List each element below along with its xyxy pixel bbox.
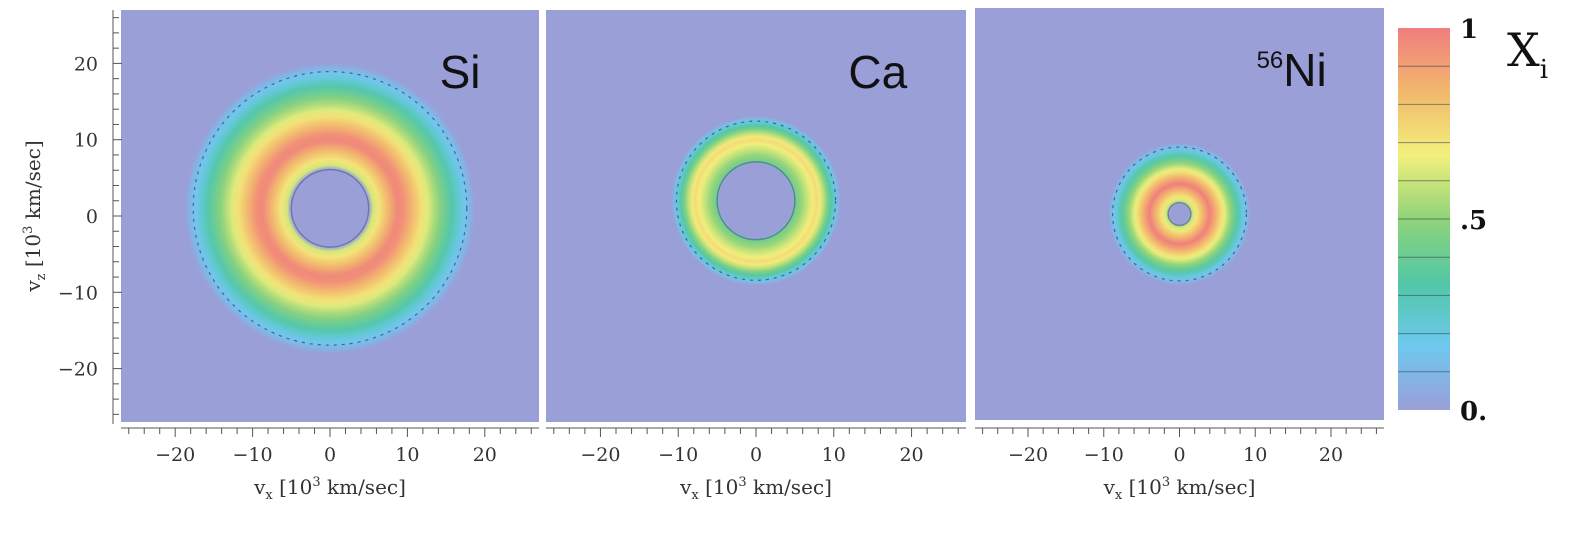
x-tick-label: −10	[1084, 444, 1124, 466]
x-axes: −20 −10 0 10 20 vx [103 km/sec] −20 −10 0 10 20 vx …	[121, 427, 1384, 503]
x-tick-label: 0	[324, 444, 336, 466]
x-tick-label: −10	[233, 444, 273, 466]
x-tick-label: 20	[899, 444, 923, 466]
y-tick-label: −20	[58, 359, 98, 381]
species-label: 56Ni	[1257, 44, 1327, 96]
x-tick-label: −20	[155, 444, 195, 466]
panels: Si Ca 56Ni	[121, 8, 1384, 422]
x-axis-label: vx [103 km/sec]	[253, 475, 406, 503]
species-label: Si	[440, 46, 481, 98]
y-tick-label: 20	[74, 53, 98, 75]
x-tick-label: −10	[658, 444, 698, 466]
x-tick-label: 20	[473, 444, 497, 466]
species-label: Ca	[848, 46, 907, 98]
x-axis-label: vx [103 km/sec]	[679, 475, 832, 503]
shell-outer-contour	[192, 70, 468, 346]
x-axis-1: −20 −10 0 10 20 vx [103 km/sec]	[121, 427, 539, 503]
shell-inner-edge	[290, 168, 370, 248]
colorbar-tick-label: .5	[1460, 206, 1487, 236]
y-axis: 20 10 0 −10 −20 vz [103 km/sec]	[21, 10, 122, 424]
y-tick-label: 0	[86, 206, 98, 228]
y-tick-label: 10	[74, 130, 98, 152]
panel-ni: 56Ni	[975, 8, 1384, 420]
x-tick-label: −20	[1008, 444, 1048, 466]
x-tick-label: 20	[1319, 444, 1343, 466]
shell-inner-edge	[1167, 201, 1192, 227]
colorbar: 1 .5 0. Xi	[1398, 15, 1548, 427]
x-tick-label: 10	[822, 444, 846, 466]
shell-inner-edge	[716, 161, 796, 241]
x-tick-label: 0	[1173, 444, 1185, 466]
shell-outer-contour	[675, 120, 837, 281]
x-tick-label: 0	[750, 444, 762, 466]
abundance-shell	[182, 61, 478, 356]
x-tick-label: 10	[1243, 444, 1267, 466]
colorbar-tick-label: 1	[1460, 15, 1478, 45]
x-tick-label: 10	[395, 444, 419, 466]
y-tick-label: −10	[58, 282, 98, 304]
abundance-shell	[1107, 142, 1252, 286]
colorbar-title: Xi	[1507, 23, 1548, 85]
abundance-shell	[670, 115, 842, 287]
x-axis-label: vx [103 km/sec]	[1103, 475, 1256, 503]
panel-ca: Ca	[546, 10, 966, 422]
colorbar-tick-label: 0.	[1460, 397, 1487, 427]
shell-outer-contour	[1111, 146, 1248, 282]
panel-si: Si	[121, 10, 539, 422]
x-axis-3: −20 −10 0 10 20 vx [103 km/sec]	[975, 427, 1384, 503]
x-axis-2: −20 −10 0 10 20 vx [103 km/sec]	[546, 427, 966, 503]
x-tick-label: −20	[580, 444, 620, 466]
y-axis-label: vz [103 km/sec]	[21, 140, 49, 292]
species-mass-number: 56	[1257, 47, 1284, 74]
species-symbol: Ni	[1283, 44, 1326, 96]
